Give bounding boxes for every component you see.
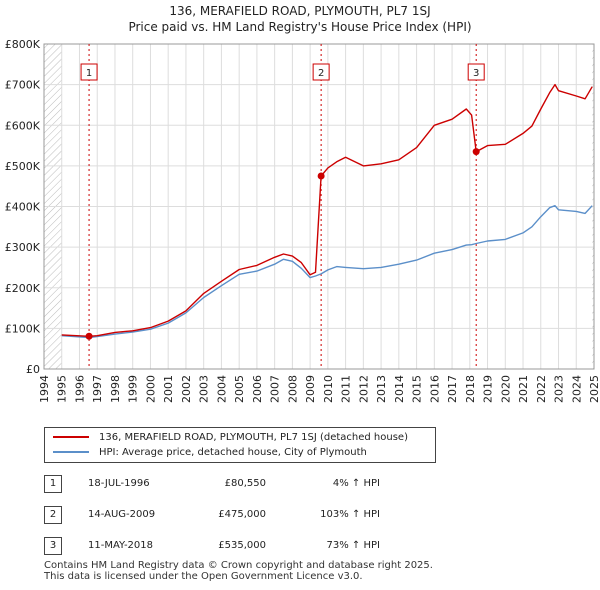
- x-tick-label: 1997: [91, 375, 104, 403]
- property-price-line: [61, 83, 593, 337]
- x-tick-label: 2022: [535, 375, 548, 403]
- legend-item-property: 136, MERAFIELD ROAD, PLYMOUTH, PL7 1SJ (…: [53, 431, 408, 445]
- x-tick-label: 2004: [215, 375, 228, 403]
- sale-label-box: [312, 63, 330, 81]
- x-tick-label: 2006: [251, 375, 264, 403]
- y-tick-label: £400K: [5, 201, 41, 214]
- x-tick-label: 2013: [375, 375, 388, 403]
- x-tick-label: 2025: [588, 375, 600, 403]
- y-tick-label: £300K: [5, 241, 41, 254]
- y-tick-label: £500K: [5, 160, 41, 173]
- y-tick-label: £700K: [5, 79, 41, 92]
- x-tick-label: 2018: [464, 375, 477, 403]
- x-tick-label: 2008: [286, 375, 299, 403]
- sale-row: 3 11-MAY-2018 £535,000 73% ↑ HPI: [44, 537, 464, 555]
- legend-item-hpi: HPI: Average price, detached house, City…: [53, 446, 367, 460]
- x-tick-label: 1994: [38, 375, 51, 403]
- x-tick-label: 1996: [73, 375, 86, 403]
- sale-point: [472, 148, 480, 156]
- x-tick-label: 2002: [180, 375, 193, 403]
- sale-price: £475,000: [218, 509, 266, 520]
- y-tick-label: £600K: [5, 119, 41, 132]
- legend-swatch-property: [53, 436, 89, 438]
- x-tick-label: 2015: [411, 375, 424, 403]
- x-tick-label: 2012: [357, 375, 370, 403]
- legend-label-hpi: HPI: Average price, detached house, City…: [99, 447, 367, 458]
- x-tick-label: 1995: [56, 375, 69, 403]
- x-tick-label: 2005: [233, 375, 246, 403]
- sale-date: 18-JUL-1996: [88, 478, 150, 489]
- footer-copyright: Contains HM Land Registry data © Crown c…: [44, 560, 433, 571]
- sale-number-badge: 1: [44, 475, 62, 493]
- sale-number-badge: 2: [44, 506, 62, 524]
- x-tick-label: 2003: [198, 375, 211, 403]
- sale-label-text: 1: [86, 68, 92, 79]
- x-tick-label: 2007: [269, 375, 282, 403]
- chart-title: 136, MERAFIELD ROAD, PLYMOUTH, PL7 1SJ: [169, 4, 431, 18]
- x-tick-label: 2001: [162, 375, 175, 403]
- sale-date: 14-AUG-2009: [88, 509, 156, 520]
- legend-label-property: 136, MERAFIELD ROAD, PLYMOUTH, PL7 1SJ (…: [99, 432, 408, 443]
- x-tick-label: 2009: [304, 375, 317, 403]
- legend-swatch-hpi: [53, 451, 89, 453]
- footer-licence: This data is licensed under the Open Gov…: [44, 571, 363, 582]
- sale-hpi-change: 4% ↑ HPI: [332, 478, 380, 489]
- plot-border: [43, 43, 595, 370]
- footer: Contains HM Land Registry data © Crown c…: [44, 560, 433, 582]
- sale-row: 1 18-JUL-1996 £80,550 4% ↑ HPI: [44, 475, 464, 493]
- sale-hpi-change: 103% ↑ HPI: [320, 509, 380, 520]
- sale-point: [85, 332, 93, 340]
- x-tick-label: 2019: [482, 375, 495, 403]
- chart-subtitle: Price paid vs. HM Land Registry's House …: [128, 20, 472, 34]
- y-tick-label: £0: [26, 363, 40, 376]
- x-tick-label: 2016: [428, 375, 441, 403]
- x-tick-label: 2024: [570, 375, 583, 403]
- x-tick-label: 2021: [517, 375, 530, 403]
- x-tick-label: 2023: [553, 375, 566, 403]
- legend: 136, MERAFIELD ROAD, PLYMOUTH, PL7 1SJ (…: [44, 427, 436, 463]
- chart-title-block: 136, MERAFIELD ROAD, PLYMOUTH, PL7 1SJ P…: [0, 3, 600, 35]
- x-tick-label: 1998: [109, 375, 122, 403]
- y-tick-label: £100K: [5, 322, 41, 335]
- price-chart: 1 2 3 £0 £100K £200K £300K £400K £500K £600K £700K…: [5, 38, 600, 403]
- sale-point: [317, 172, 325, 180]
- sale-number-badge: 3: [44, 537, 62, 555]
- x-tick-label: 2011: [340, 375, 353, 403]
- x-tick-label: 2010: [322, 375, 335, 403]
- sale-row: 2 14-AUG-2009 £475,000 103% ↑ HPI: [44, 506, 464, 524]
- y-tick-label: £200K: [5, 282, 41, 295]
- sale-label-text: 2: [318, 68, 324, 79]
- sale-label-box: [467, 63, 485, 81]
- sale-label-box: [80, 63, 98, 81]
- y-tick-label: £800K: [5, 38, 41, 51]
- sale-label-text: 3: [473, 68, 479, 79]
- sale-hpi-change: 73% ↑ HPI: [326, 540, 380, 551]
- sale-date: 11-MAY-2018: [88, 540, 154, 551]
- sale-price: £535,000: [218, 540, 266, 551]
- x-tick-label: 2000: [144, 375, 157, 403]
- x-tick-label: 2020: [499, 375, 512, 403]
- hpi-line: [61, 204, 593, 339]
- sale-price: £80,550: [224, 478, 266, 489]
- x-tick-label: 1999: [127, 375, 140, 403]
- x-tick-label: 2014: [393, 375, 406, 403]
- x-tick-label: 2017: [446, 375, 459, 403]
